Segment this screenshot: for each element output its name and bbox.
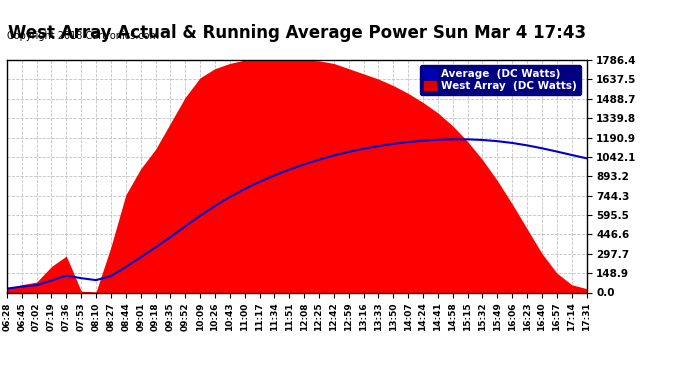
Legend: Average  (DC Watts), West Array  (DC Watts): Average (DC Watts), West Array (DC Watts… [420, 65, 581, 95]
Text: West Array Actual & Running Average Power Sun Mar 4 17:43: West Array Actual & Running Average Powe… [8, 24, 586, 42]
Text: Copyright 2018 Cartronics.com: Copyright 2018 Cartronics.com [7, 32, 159, 41]
